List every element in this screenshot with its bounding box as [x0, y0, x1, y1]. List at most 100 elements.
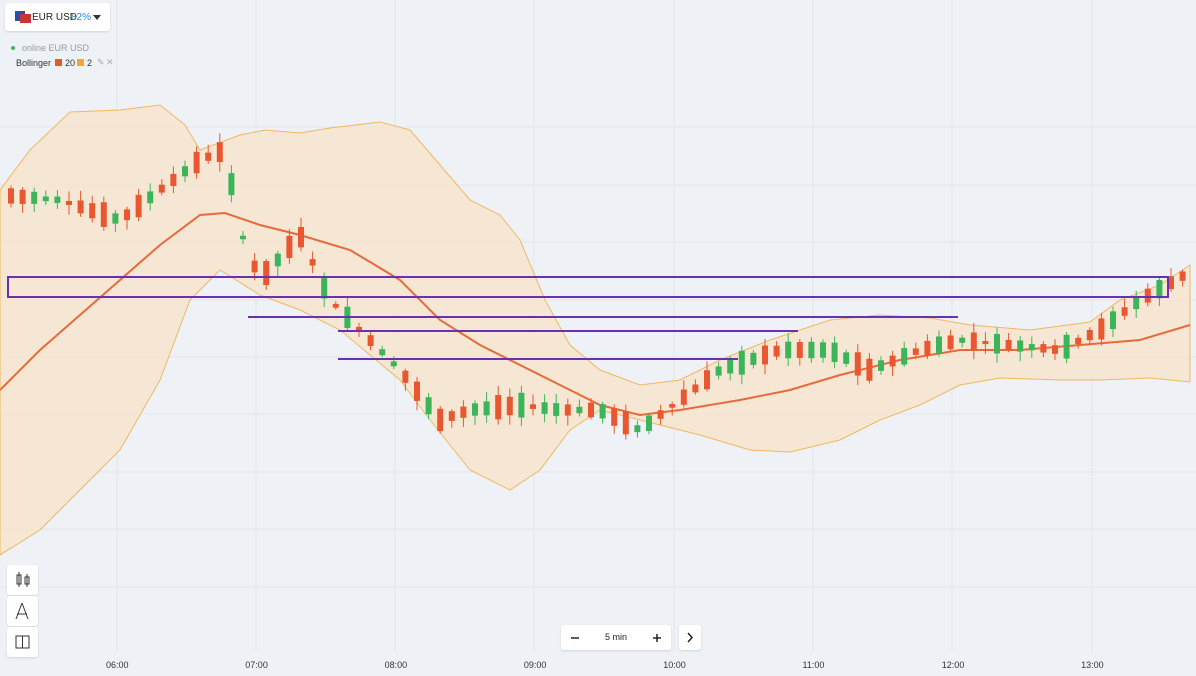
- candle-body: [425, 397, 432, 415]
- close-icon[interactable]: ✕: [106, 57, 114, 67]
- candle-body: [843, 352, 850, 364]
- candle-body: [100, 202, 107, 227]
- candle-body: [54, 196, 61, 204]
- candle-body: [1086, 329, 1093, 341]
- candle-body: [541, 402, 548, 414]
- candle-body: [924, 340, 931, 356]
- candle-body: [414, 381, 420, 401]
- deviation-swatch: [77, 59, 84, 66]
- candle-body: [251, 260, 258, 273]
- time-label: 13:00: [1081, 660, 1104, 670]
- candle-body: [193, 151, 200, 174]
- candle-body: [402, 370, 409, 383]
- candles: [8, 133, 1186, 440]
- candle-body: [182, 166, 188, 177]
- asset-selector[interactable]: EUR USD 82%: [5, 3, 110, 31]
- candle-body: [31, 191, 38, 204]
- time-label: 11:00: [802, 660, 825, 670]
- candle-body: [1052, 345, 1058, 354]
- time-label: 06:00: [106, 660, 129, 670]
- candle-body: [588, 402, 594, 418]
- candle-body: [738, 350, 745, 375]
- candle-body: [796, 342, 803, 358]
- chart-type-button[interactable]: [7, 565, 38, 595]
- candle-body: [1156, 280, 1163, 299]
- candle-body: [692, 384, 699, 393]
- candle-body: [367, 335, 374, 347]
- candle-body: [8, 188, 14, 204]
- indicator-name: Bollinger: [16, 58, 52, 68]
- candle-body: [158, 184, 165, 193]
- candle-body: [19, 189, 26, 204]
- candle-body: [495, 395, 502, 420]
- candle-body: [240, 235, 246, 240]
- candle-body: [298, 226, 304, 248]
- drawing-button[interactable]: [7, 596, 38, 626]
- candle-body: [112, 213, 119, 224]
- time-label: 12:00: [941, 660, 965, 670]
- candle-body: [506, 396, 513, 416]
- time-label: 09:00: [523, 660, 547, 670]
- candle-body: [483, 401, 490, 416]
- candle-body: [89, 203, 96, 219]
- candle-body: [530, 404, 536, 409]
- candle-body: [1005, 339, 1012, 350]
- candle-body: [1040, 344, 1047, 353]
- candle-body: [1110, 311, 1116, 330]
- candle-body: [205, 152, 212, 161]
- candle-body: [66, 200, 72, 206]
- indicator-deviation: 2: [87, 58, 93, 68]
- zoom-in[interactable]: [651, 632, 663, 644]
- candle-body: [866, 358, 873, 381]
- indicator-period: 20: [65, 58, 76, 68]
- candle-body: [1144, 288, 1151, 303]
- candle-body: [1063, 334, 1070, 359]
- candle-body: [947, 335, 954, 350]
- candle-body: [553, 403, 560, 416]
- next-button[interactable]: [679, 625, 701, 650]
- candle-body: [715, 366, 722, 376]
- status-dot: [11, 46, 15, 50]
- candle-body: [854, 352, 861, 376]
- candle-body: [750, 352, 757, 365]
- candle-body: [599, 404, 606, 419]
- candle-body: [762, 345, 768, 365]
- zoom-control: 5 min: [561, 625, 671, 650]
- candle-body: [727, 359, 734, 374]
- candle-body: [332, 303, 339, 308]
- layout-button[interactable]: [7, 627, 38, 657]
- candle-body: [936, 336, 942, 355]
- candle-body: [170, 173, 177, 186]
- candle-body: [274, 253, 281, 267]
- time-label: 08:00: [384, 660, 408, 670]
- edit-icon[interactable]: ✎: [97, 57, 105, 67]
- chevron: [687, 632, 694, 643]
- candle-body: [669, 404, 676, 408]
- candle-body: [611, 408, 618, 426]
- candle-body: [982, 341, 989, 345]
- candle-body: [147, 191, 154, 204]
- candle-body: [1028, 344, 1035, 351]
- compass-icon: [15, 602, 29, 620]
- candle-body: [1075, 337, 1082, 344]
- candle-body: [390, 361, 397, 367]
- candle-body: [646, 415, 652, 432]
- candle-body: [309, 259, 316, 266]
- time-label: 07:00: [245, 660, 268, 670]
- candle-body: [773, 345, 780, 357]
- candle-body: [576, 406, 583, 414]
- candle-body: [680, 389, 687, 405]
- candle-body: [901, 348, 908, 365]
- candle-body: [448, 411, 455, 421]
- layout-icon: [15, 635, 30, 649]
- candle-body: [704, 370, 710, 390]
- status: online EUR USD: [22, 43, 90, 53]
- candle-body: [1168, 276, 1174, 290]
- candle-icon: [16, 572, 30, 587]
- candle-body: [831, 342, 838, 362]
- zoom-out[interactable]: [569, 632, 581, 644]
- candle-body: [657, 410, 664, 419]
- interval: 5 min: [604, 632, 627, 642]
- payout: 82%: [71, 12, 92, 23]
- candle-body: [889, 355, 896, 367]
